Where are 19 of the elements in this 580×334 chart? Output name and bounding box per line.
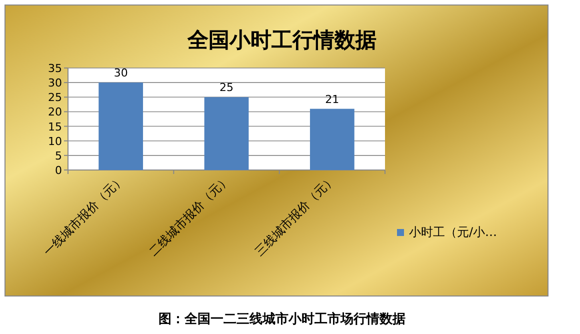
data-label: 25 [220,81,234,94]
bar [98,82,144,170]
text: 图：全国一二三线城市小时工市场行情数据 [158,311,406,327]
y-tick-label: 10 [48,134,62,148]
data-label: 30 [114,66,128,80]
y-tick-label: 20 [48,106,62,119]
x-tick-label: 二线城市报价（元） [146,172,233,258]
chart-title: 全国小时工行情数据 [186,28,376,52]
y-tick-label: 5 [55,149,62,162]
bar [310,108,354,170]
x-tick-label: 三线城市报价（元） [252,172,338,258]
legend-label: 小时工（元/小… [409,225,498,239]
y-tick-label: 0 [55,164,62,177]
y-tick-label: 30 [48,76,62,90]
bar [204,97,249,170]
data-label: 21 [325,92,340,106]
y-tick-label: 35 [48,62,62,75]
y-tick-label: 25 [48,91,62,104]
y-tick-label: 15 [48,120,62,134]
